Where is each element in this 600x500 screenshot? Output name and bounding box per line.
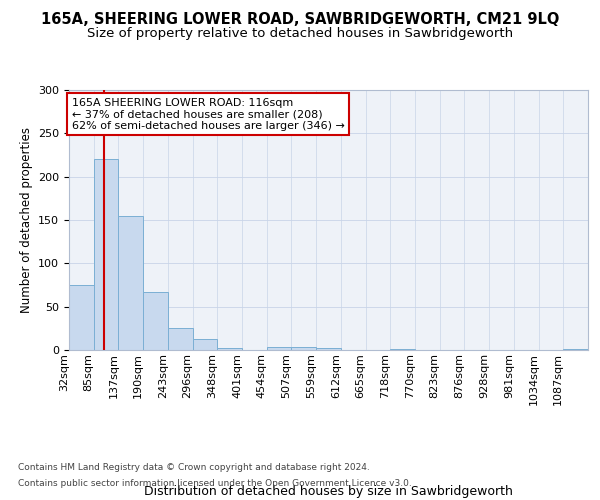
Bar (563, 349, 588, 350)
Bar (143, 292, 168, 350)
Bar (94, 160, 118, 350)
Bar (267, 346, 292, 350)
Text: 165A, SHEERING LOWER ROAD, SAWBRIDGEWORTH, CM21 9LQ: 165A, SHEERING LOWER ROAD, SAWBRIDGEWORT… (41, 12, 559, 28)
Bar (69, 285, 94, 350)
Text: 165A SHEERING LOWER ROAD: 116sqm
← 37% of detached houses are smaller (208)
62% : 165A SHEERING LOWER ROAD: 116sqm ← 37% o… (71, 98, 344, 131)
Text: Contains HM Land Registry data © Crown copyright and database right 2024.: Contains HM Land Registry data © Crown c… (18, 464, 370, 472)
Bar (217, 348, 242, 350)
Y-axis label: Number of detached properties: Number of detached properties (20, 127, 32, 313)
X-axis label: Distribution of detached houses by size in Sawbridgeworth: Distribution of detached houses by size … (144, 486, 513, 498)
Bar (390, 349, 415, 350)
Bar (193, 338, 217, 350)
Bar (316, 348, 341, 350)
Bar (292, 348, 316, 350)
Bar (118, 216, 143, 350)
Bar (168, 328, 193, 350)
Text: Size of property relative to detached houses in Sawbridgeworth: Size of property relative to detached ho… (87, 28, 513, 40)
Text: Contains public sector information licensed under the Open Government Licence v3: Contains public sector information licen… (18, 478, 412, 488)
